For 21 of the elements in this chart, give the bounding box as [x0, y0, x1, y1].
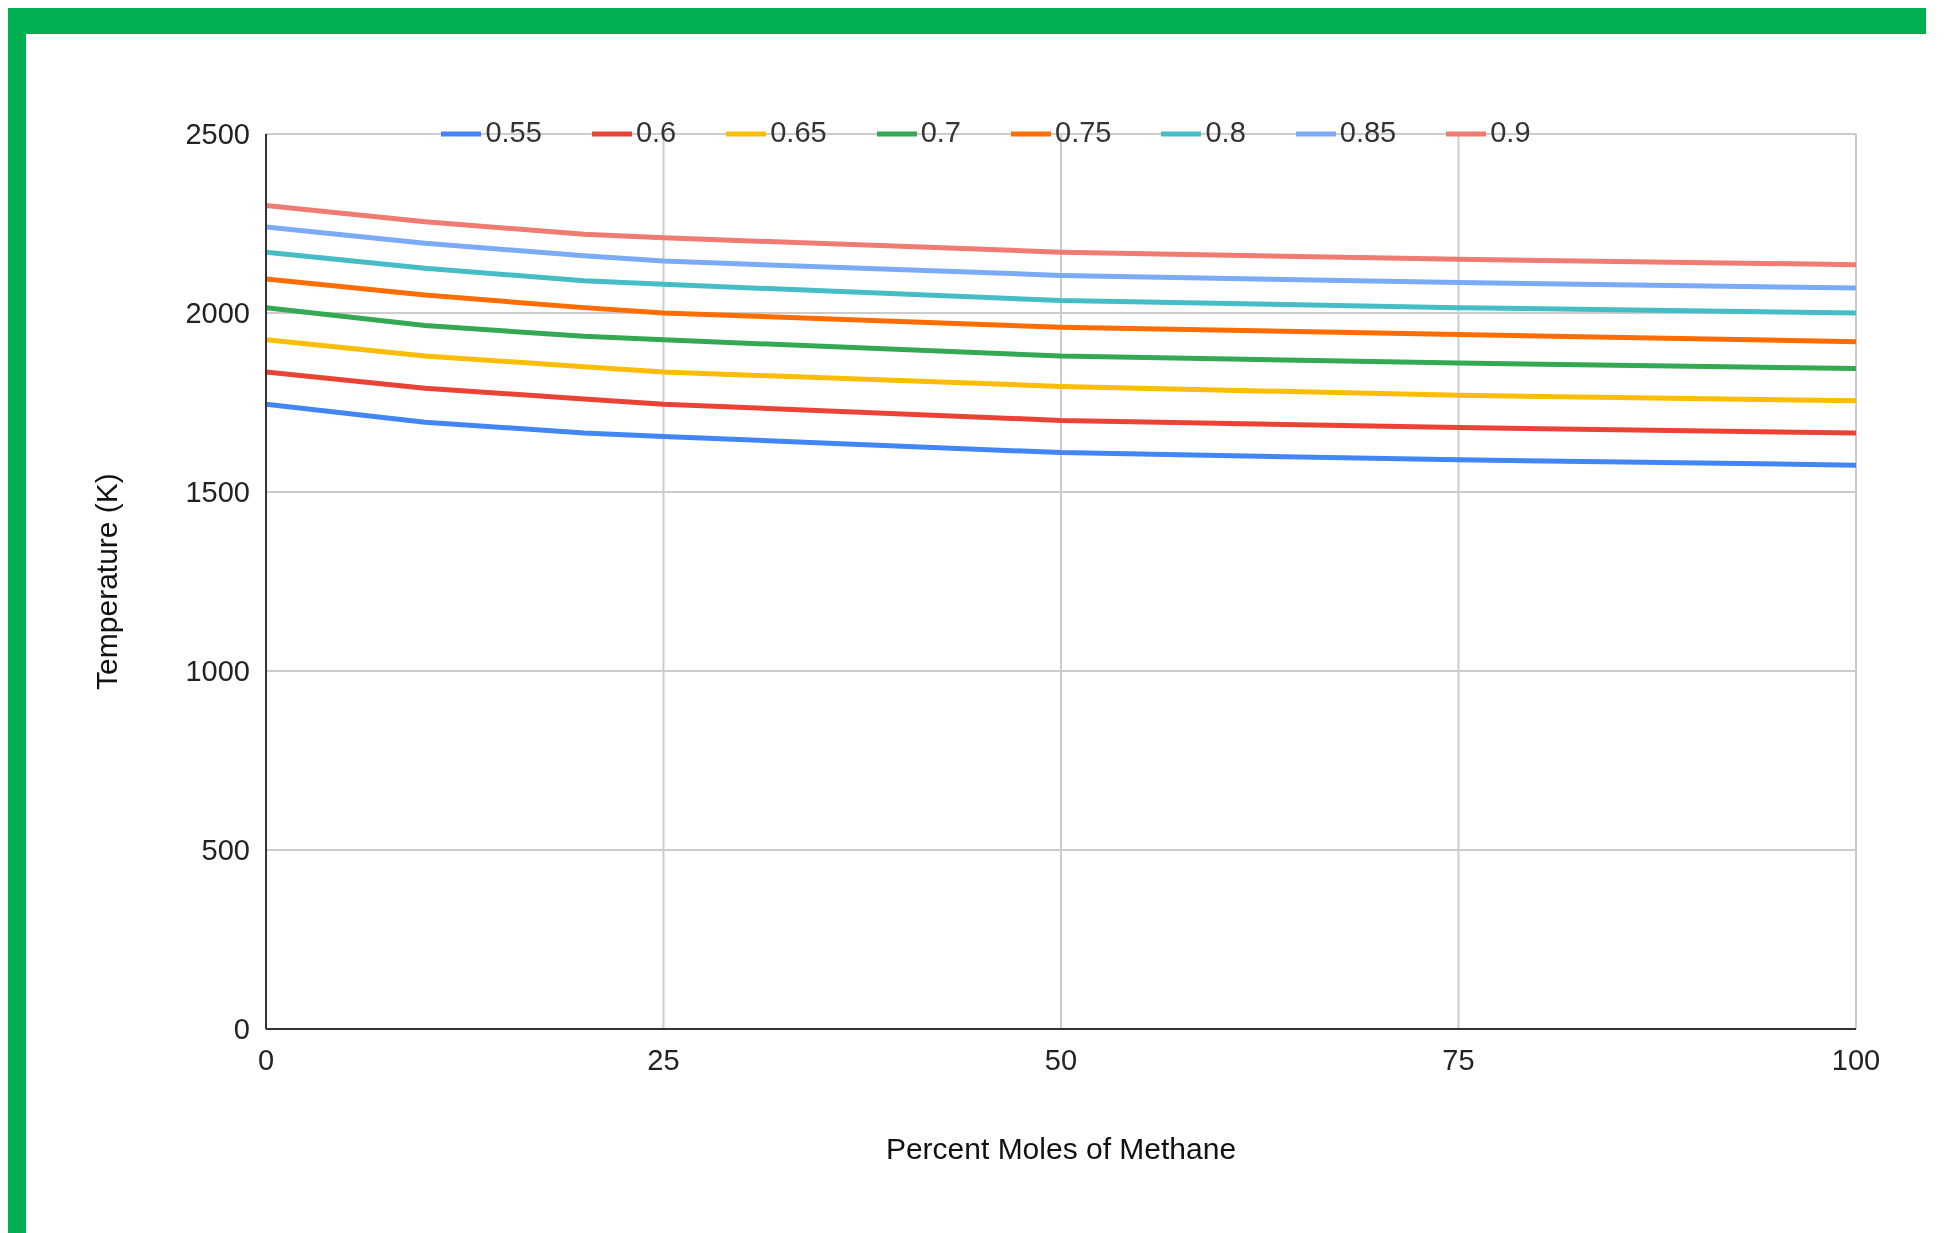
x-tick-label: 0 [257, 1043, 275, 1076]
x-tick-label: 100 [1831, 1043, 1881, 1076]
x-tick-label: 75 [1442, 1043, 1475, 1076]
legend-label: 0.55 [485, 115, 542, 148]
x-tick-label: 25 [647, 1043, 680, 1076]
y-tick-label: 1000 [185, 655, 250, 688]
y-tick-label: 500 [201, 834, 250, 867]
legend-label: 0.8 [1205, 115, 1246, 148]
y-axis-title: Temperature (K) [89, 473, 123, 690]
y-tick-label: 0 [233, 1013, 250, 1046]
legend-label: 0.9 [1490, 115, 1531, 148]
legend-label: 0.6 [635, 115, 677, 148]
y-tick-label: 1500 [185, 476, 250, 509]
x-tick-label: 50 [1044, 1043, 1078, 1076]
legend-label: 0.85 [1339, 115, 1397, 148]
legend-label: 0.7 [920, 115, 961, 148]
x-axis-title: Percent Moles of Methane [885, 1132, 1237, 1165]
legend-label: 0.65 [770, 115, 827, 148]
legend-label: 0.75 [1055, 115, 1112, 148]
y-tick-label: 2500 [185, 118, 250, 151]
y-tick-label: 2000 [185, 297, 250, 330]
